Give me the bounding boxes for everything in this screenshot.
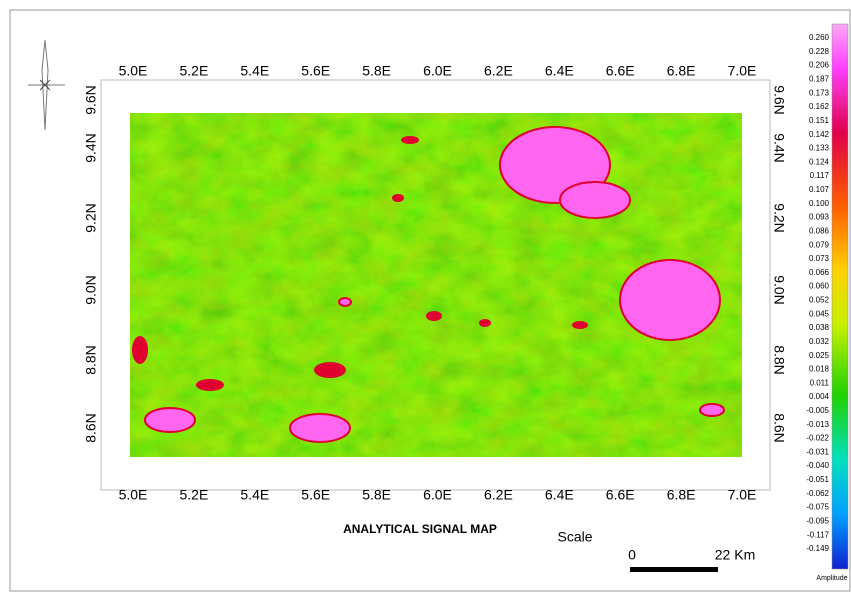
top-label: 5.6E [301, 63, 330, 79]
right-label: 9.2N [771, 203, 787, 233]
legend-label: 0.052 [809, 296, 830, 305]
legend-label: 0.260 [809, 33, 830, 42]
right-label: 8.6N [771, 413, 787, 443]
left-label: 8.8N [83, 345, 99, 375]
legend-label: -0.031 [806, 447, 829, 456]
legend-label: 0.107 [809, 185, 830, 194]
scale-bar [630, 567, 718, 572]
bottom-label: 5.6E [301, 487, 330, 503]
bottom-label: 5.0E [119, 487, 148, 503]
legend-label: 0.025 [809, 351, 830, 360]
left-label: 9.6N [83, 85, 99, 115]
north-arrow [28, 40, 65, 130]
top-label: 6.0E [423, 63, 452, 79]
legend-label: 0.142 [809, 130, 830, 139]
legend-label: -0.095 [806, 516, 829, 525]
legend-label: 0.162 [809, 102, 830, 111]
legend-label: 0.206 [809, 61, 830, 70]
legend-label: 0.124 [809, 157, 830, 166]
right-label: 9.4N [771, 133, 787, 163]
legend-label: 0.038 [809, 323, 830, 332]
bottom-label: 5.8E [362, 487, 391, 503]
right-label: 9.0N [771, 275, 787, 305]
map-raster [130, 113, 742, 457]
legend-label: 0.100 [809, 199, 830, 208]
legend-label: 0.073 [809, 254, 830, 263]
legend-label: 0.011 [810, 378, 830, 387]
legend-label: -0.051 [806, 475, 829, 484]
legend-label: -0.022 [806, 434, 829, 443]
bottom-label: 6.4E [545, 487, 574, 503]
legend-label: 0.004 [809, 392, 830, 401]
legend-label: 0.133 [809, 144, 830, 153]
top-label: 6.8E [667, 63, 696, 79]
left-label: 9.0N [83, 275, 99, 305]
legend-label: 0.079 [809, 240, 830, 249]
legend-label: -0.040 [806, 461, 829, 470]
left-label: 8.6N [83, 413, 99, 443]
map-page: ANALYTICAL SIGNAL MAP Scale 0 22 Km Ampl… [0, 0, 851, 592]
top-label: 5.8E [362, 63, 391, 79]
legend-label: 0.228 [809, 47, 830, 56]
left-label: 9.2N [83, 203, 99, 233]
map-title: ANALYTICAL SIGNAL MAP [343, 522, 497, 536]
top-label: 5.2E [179, 63, 208, 79]
legend-label: 0.187 [809, 75, 830, 84]
top-label: 6.4E [545, 63, 574, 79]
legend-label: 0.173 [809, 88, 830, 97]
legend-label: -0.005 [806, 406, 829, 415]
legend-label: 0.151 [809, 116, 830, 125]
top-label: 6.2E [484, 63, 513, 79]
right-label: 9.6N [771, 85, 787, 115]
right-label: 8.8N [771, 345, 787, 375]
bottom-label: 5.4E [240, 487, 269, 503]
top-label: 5.4E [240, 63, 269, 79]
left-label: 9.4N [83, 133, 99, 163]
legend-label: 0.018 [809, 365, 830, 374]
legend-label: 0.117 [810, 171, 830, 180]
legend-label: 0.045 [809, 309, 830, 318]
bottom-label: 6.6E [606, 487, 635, 503]
bottom-label: 5.2E [179, 487, 208, 503]
bottom-label: 7.0E [728, 487, 757, 503]
legend-label: 0.093 [809, 213, 830, 222]
legend-label: -0.013 [806, 420, 829, 429]
legend-label: -0.075 [806, 503, 829, 512]
bottom-label: 6.8E [667, 487, 696, 503]
scale-start: 0 [628, 547, 636, 563]
legend-title: Amplitude [816, 575, 847, 582]
bottom-label: 6.2E [484, 487, 513, 503]
legend-label: -0.117 [807, 530, 830, 539]
legend-label: -0.149 [806, 544, 829, 553]
top-label: 5.0E [119, 63, 148, 79]
legend-label: 0.032 [809, 337, 830, 346]
bottom-label: 6.0E [423, 487, 452, 503]
top-label: 7.0E [728, 63, 757, 79]
scale-label: Scale [557, 529, 592, 545]
legend-label: 0.086 [809, 226, 830, 235]
scale-end: 22 Km [715, 547, 755, 563]
color-bar [832, 24, 848, 569]
top-label: 6.6E [606, 63, 635, 79]
legend-label: 0.060 [809, 282, 830, 291]
legend-label: -0.062 [806, 489, 829, 498]
legend-label: 0.066 [809, 268, 830, 277]
